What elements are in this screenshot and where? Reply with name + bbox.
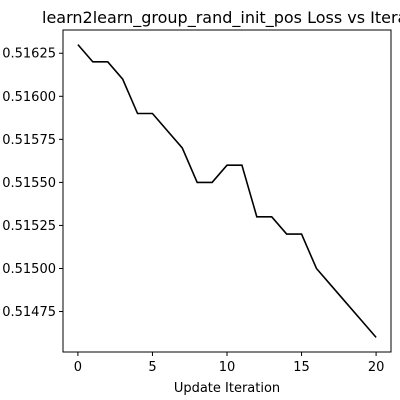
- y-tick-label: 0.51600: [2, 90, 56, 105]
- x-tick-label: 10: [219, 360, 236, 375]
- x-axis-ticks: 0 5 10 15 20: [74, 352, 385, 375]
- x-tick-label: 20: [368, 360, 385, 375]
- x-tick-label: 5: [148, 360, 156, 375]
- y-tick-label: 0.51525: [2, 219, 56, 234]
- y-axis-ticks: 0.51475 0.51500 0.51525 0.51550 0.51575 0.516…: [2, 47, 63, 320]
- y-tick-label: 0.51500: [2, 262, 56, 277]
- loss-series-line: [77, 44, 377, 338]
- plot-area: [77, 44, 377, 338]
- x-tick-label: 0: [74, 360, 82, 375]
- x-tick-label: 15: [293, 360, 310, 375]
- chart-title: learn2learn_group_rand_init_pos Loss vs …: [42, 8, 400, 28]
- y-tick-label: 0.51475: [2, 305, 56, 320]
- y-tick-label: 0.51625: [2, 47, 56, 62]
- axes-frame: [62, 29, 392, 353]
- x-axis-label: Update Iteration: [174, 381, 280, 396]
- y-tick-label: 0.51550: [2, 176, 56, 191]
- y-tick-label: 0.51575: [2, 133, 56, 148]
